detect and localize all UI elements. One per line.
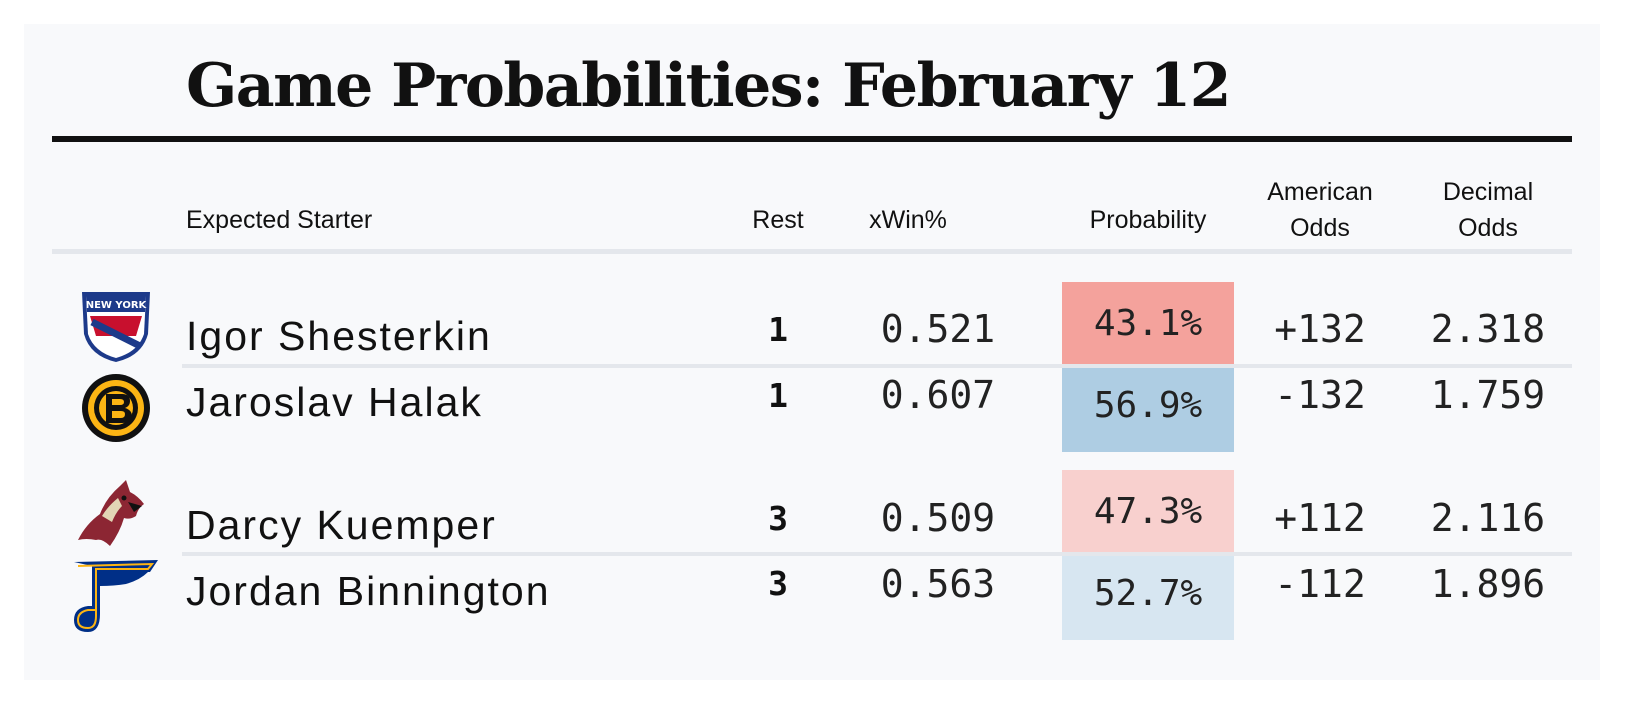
decimal-odds-value: 2.318 bbox=[1430, 307, 1546, 351]
header-expected-starter: Expected Starter bbox=[186, 206, 373, 234]
starter-name: Jordan Binnington bbox=[186, 568, 551, 614]
header-american-odds-line1: American bbox=[1267, 178, 1373, 206]
row-divider bbox=[182, 552, 1572, 556]
new-york-rangers-logo: NEW YORK bbox=[76, 286, 156, 366]
probability-label: 43.1% bbox=[1093, 303, 1203, 344]
header-probability: Probability bbox=[1089, 206, 1207, 234]
header-divider bbox=[52, 249, 1572, 254]
starter-name: Darcy Kuemper bbox=[186, 502, 497, 548]
probability-cell: 56.9% bbox=[1062, 368, 1234, 452]
american-odds-value: -112 bbox=[1274, 562, 1366, 606]
header-xwin: xWin% bbox=[869, 206, 947, 234]
decimal-odds-value: 1.759 bbox=[1430, 373, 1546, 417]
row-divider bbox=[182, 364, 1572, 368]
american-odds-value: +112 bbox=[1274, 496, 1366, 540]
boston-bruins-logo bbox=[76, 368, 156, 448]
decimal-odds-value: 1.896 bbox=[1430, 562, 1546, 606]
page-title: Game Probabilities: February 12 bbox=[186, 51, 1232, 121]
arizona-coyotes-logo bbox=[72, 476, 152, 556]
title-divider bbox=[52, 136, 1572, 142]
game-probabilities-card bbox=[24, 24, 1600, 680]
rest-value: 1 bbox=[768, 376, 788, 415]
rest-value: 3 bbox=[768, 564, 788, 603]
header-decimal-odds-line1: Decimal bbox=[1442, 178, 1534, 206]
probability-label: 52.7% bbox=[1093, 573, 1203, 614]
xwin-value: 0.563 bbox=[880, 562, 996, 606]
starter-name: Igor Shesterkin bbox=[186, 313, 492, 359]
st-louis-blues-logo bbox=[70, 556, 160, 636]
xwin-value: 0.607 bbox=[880, 373, 996, 417]
xwin-value: 0.521 bbox=[880, 307, 996, 351]
rest-value: 3 bbox=[768, 499, 788, 538]
probability-label: 47.3% bbox=[1093, 491, 1203, 532]
starter-name: Jaroslav Halak bbox=[186, 379, 483, 425]
american-odds-value: +132 bbox=[1274, 307, 1366, 351]
probability-cell: 47.3% bbox=[1062, 470, 1234, 554]
probability-label: 56.9% bbox=[1093, 385, 1203, 426]
svg-text:NEW YORK: NEW YORK bbox=[86, 300, 148, 311]
header-american-odds-line2: Odds bbox=[1290, 214, 1350, 242]
decimal-odds-value: 2.116 bbox=[1430, 496, 1546, 540]
american-odds-value: -132 bbox=[1274, 373, 1366, 417]
rest-value: 1 bbox=[768, 310, 788, 349]
xwin-value: 0.509 bbox=[880, 496, 996, 540]
probability-cell: 43.1% bbox=[1062, 282, 1234, 366]
header-decimal-odds-line2: Odds bbox=[1458, 214, 1518, 242]
header-rest: Rest bbox=[752, 206, 804, 234]
probability-cell: 52.7% bbox=[1062, 556, 1234, 640]
